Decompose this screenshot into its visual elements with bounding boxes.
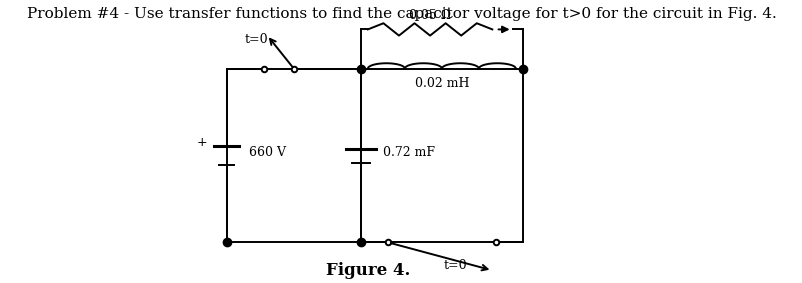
Text: Problem #4 - Use transfer functions to find the capacitor voltage for t>0 for th: Problem #4 - Use transfer functions to f… — [26, 7, 776, 21]
Text: 0.72 mF: 0.72 mF — [383, 146, 434, 159]
Text: 0.02 mH: 0.02 mH — [414, 77, 468, 90]
Text: t=0: t=0 — [245, 33, 269, 46]
Text: 0.05 Ω: 0.05 Ω — [408, 8, 451, 22]
Text: Figure 4.: Figure 4. — [326, 262, 410, 279]
Text: 660 V: 660 V — [249, 146, 286, 159]
Text: +: + — [196, 136, 208, 149]
Text: t=0: t=0 — [443, 259, 467, 272]
